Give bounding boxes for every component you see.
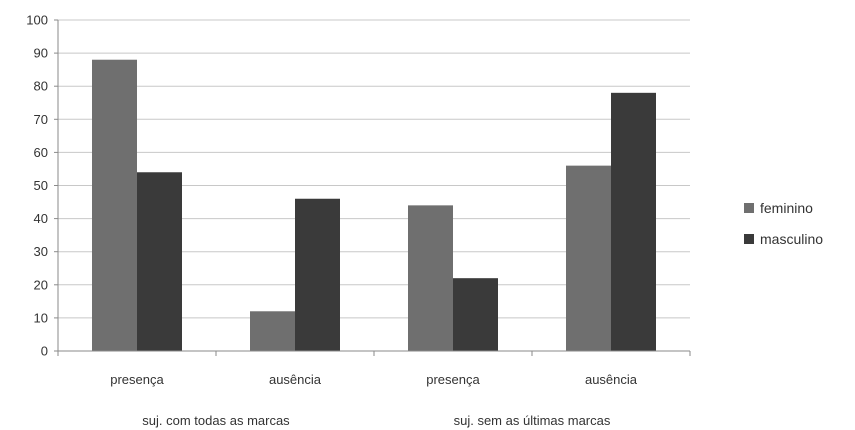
bar-masculino-2	[453, 278, 498, 351]
y-tick-label-20: 20	[34, 277, 48, 292]
y-tick-label-60: 60	[34, 145, 48, 160]
axis-layer	[54, 19, 691, 356]
y-tick-label-70: 70	[34, 112, 48, 127]
y-tick-label-80: 80	[34, 79, 48, 94]
labels-layer: 0 10 20 30 40 50 60 70 80 90 100 presença ausência pr…	[26, 13, 637, 429]
x-group-label-0: suj. com todas as marcas	[142, 413, 290, 428]
bar-feminino-0	[92, 59, 137, 351]
x-category-label-3: ausência	[585, 372, 638, 387]
bar-masculino-1	[295, 198, 340, 351]
bar-feminino-1	[250, 311, 295, 351]
y-tick-label-50: 50	[34, 178, 48, 193]
y-tick-label-100: 100	[26, 13, 48, 28]
legend: feminino masculino	[744, 200, 823, 247]
x-group-label-1: suj. sem as últimas marcas	[454, 413, 611, 428]
y-tick-label-40: 40	[34, 211, 48, 226]
bar-masculino-0	[137, 172, 182, 351]
bar-feminino-2	[408, 205, 453, 351]
legend-label-feminino: feminino	[760, 200, 813, 216]
bar-feminino-3	[566, 165, 611, 351]
y-tick-label-10: 10	[34, 310, 48, 325]
legend-swatch-masculino	[744, 234, 754, 244]
x-category-label-2: presença	[426, 372, 480, 387]
bars-layer	[92, 59, 656, 351]
y-tick-label-90: 90	[34, 46, 48, 61]
legend-swatch-feminino	[744, 203, 754, 213]
y-tick-label-0: 0	[41, 344, 48, 359]
bar-masculino-3	[611, 92, 656, 351]
x-category-label-0: presença	[110, 372, 164, 387]
legend-label-masculino: masculino	[760, 231, 823, 247]
x-category-label-1: ausência	[269, 372, 322, 387]
y-tick-label-30: 30	[34, 244, 48, 259]
